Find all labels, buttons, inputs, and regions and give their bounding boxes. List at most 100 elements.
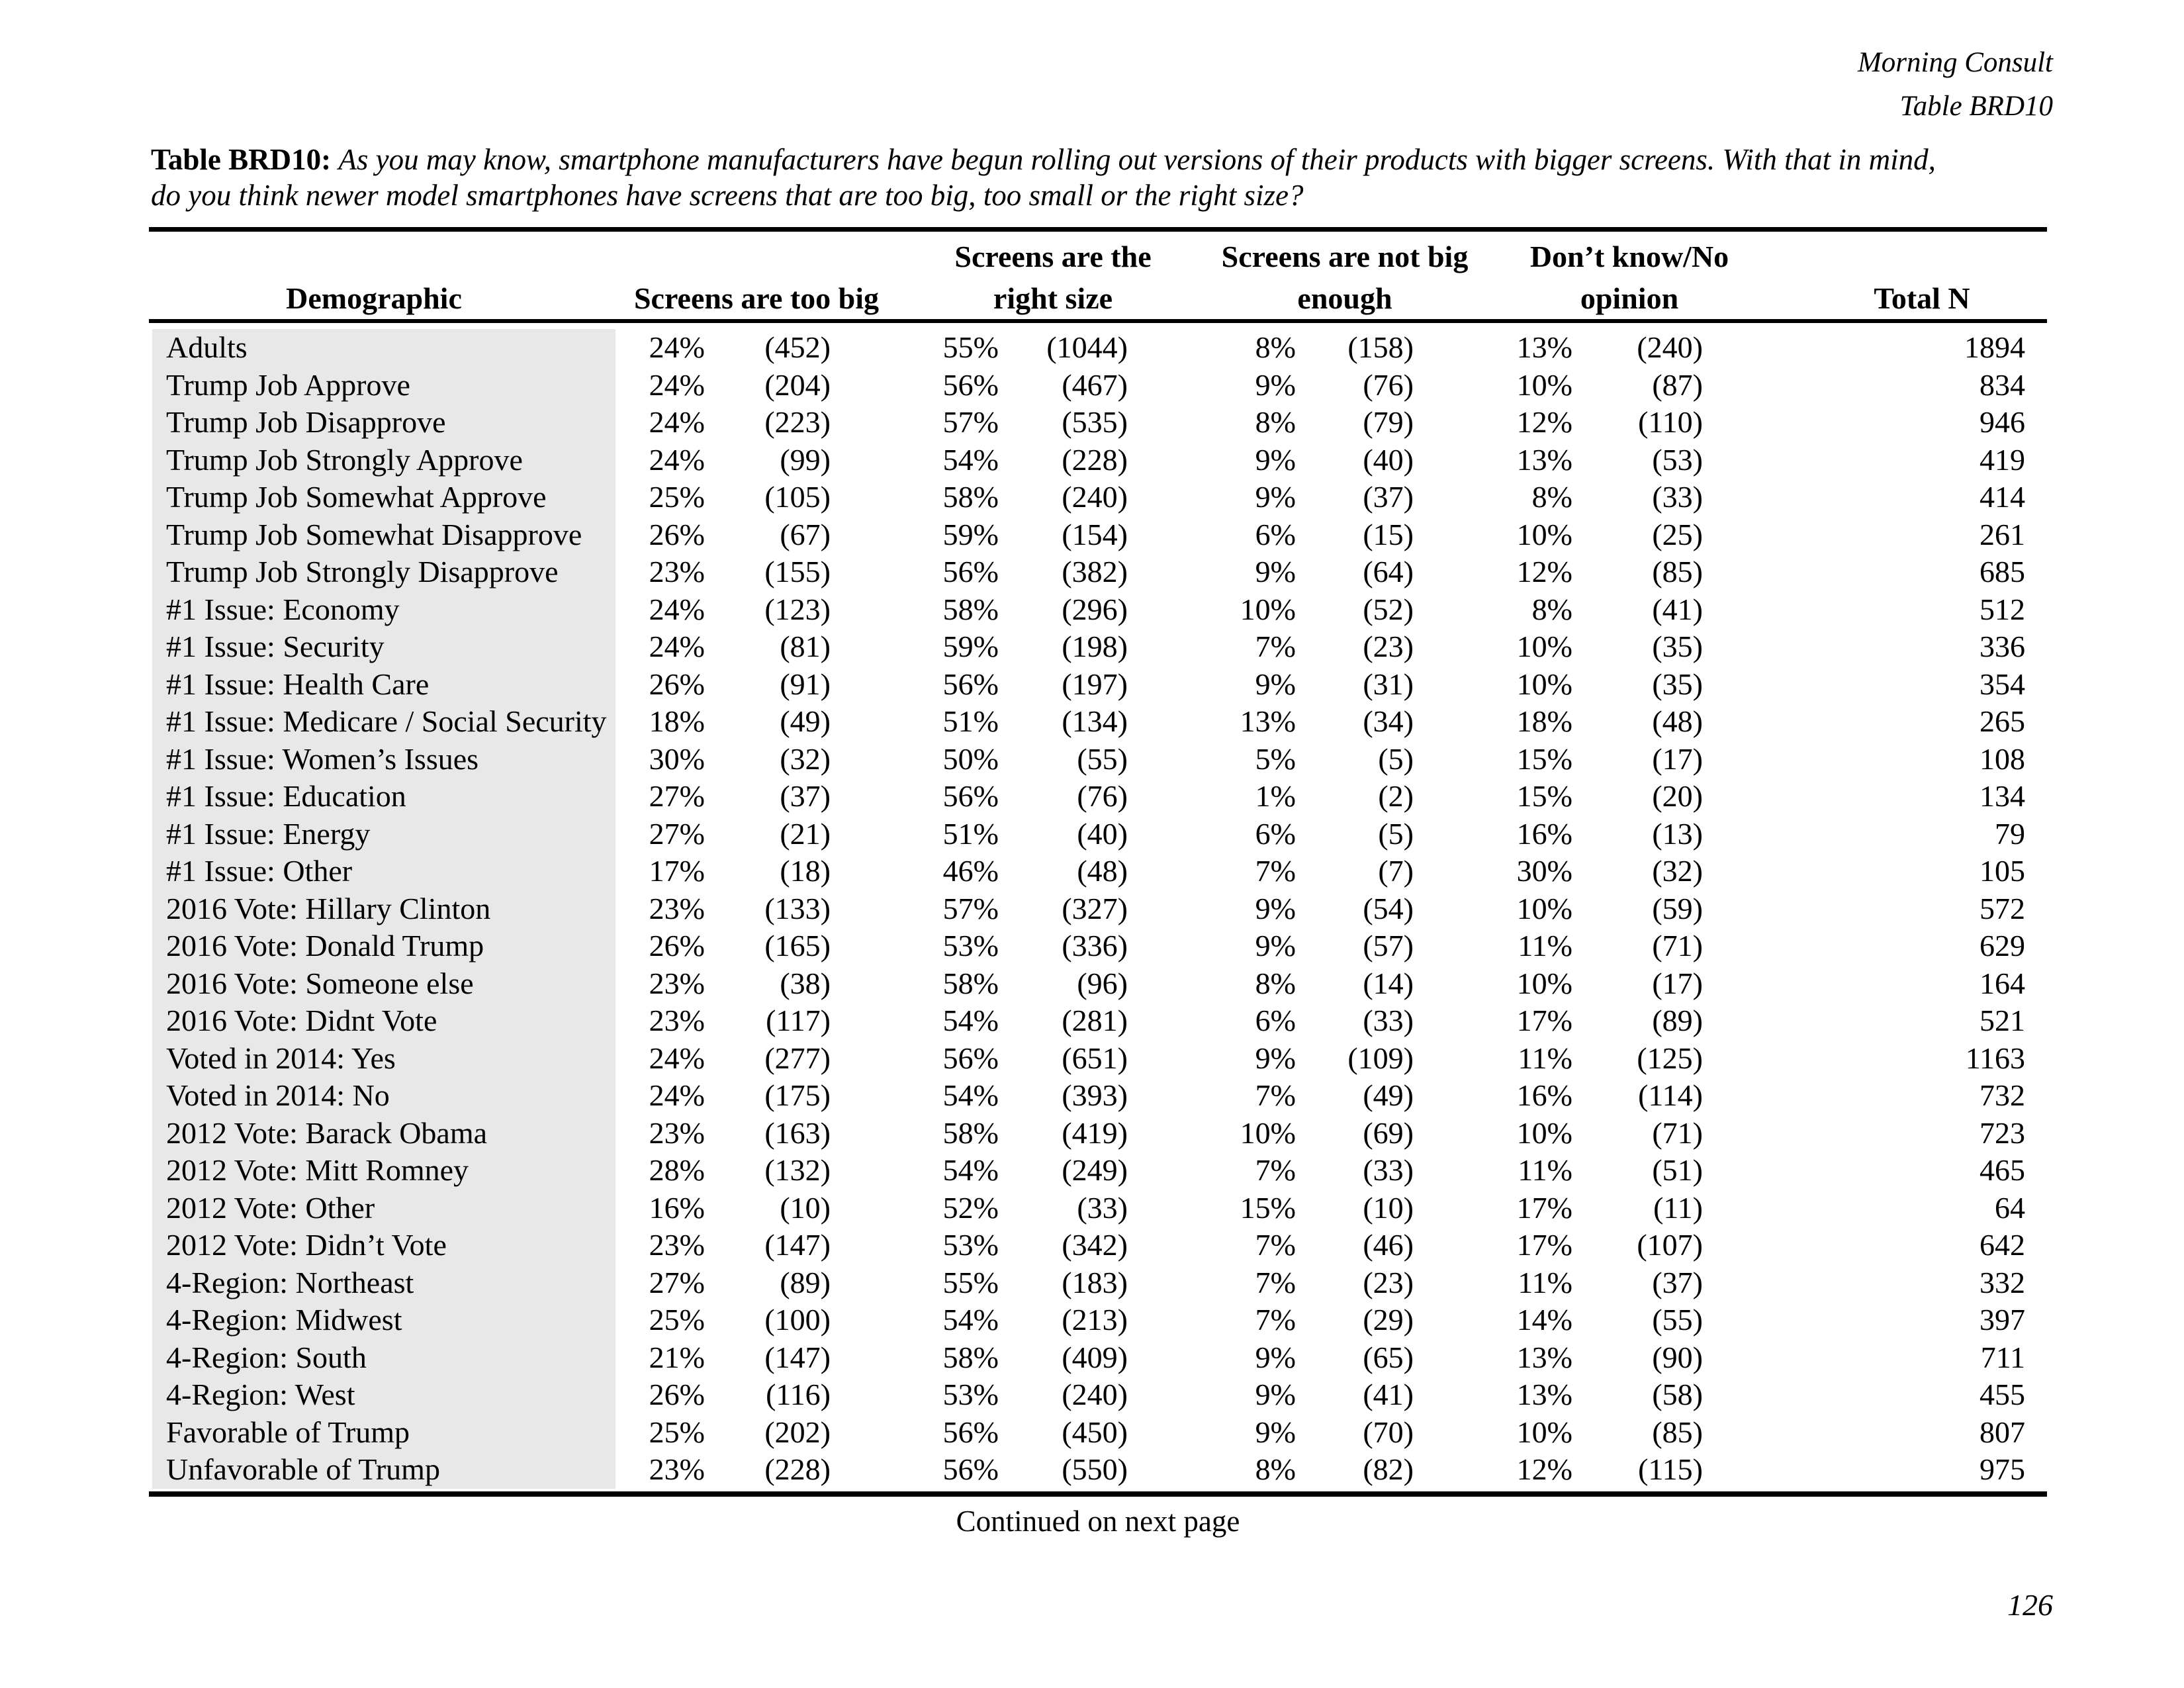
table-row: Voted in 2014: Yes 24% (277) 56% (651) 9% (109… — [149, 1040, 2047, 1078]
table-row: 2016 Vote: Hillary Clinton 23% (133) 57% (32… — [149, 890, 2047, 928]
demographic-column-shading — [152, 329, 615, 1489]
row-label: 2016 Vote: Donald Trump — [166, 929, 484, 962]
right-size-pct: 52% — [942, 1190, 999, 1225]
table-row: Trump Job Strongly Disapprove 23% (155) 56%… — [149, 553, 2047, 591]
right-size-count: (651) — [1062, 1041, 1128, 1075]
not-big-count: (57) — [1363, 929, 1414, 962]
table-row: Adults 24% (452) 55% (1044) 8% (158) 13% (240) 18… — [149, 329, 2047, 367]
dont-know-pct: 17% — [1516, 1190, 1572, 1225]
right-size-pct: 58% — [942, 592, 999, 626]
row-label: Trump Job Somewhat Disapprove — [166, 517, 582, 551]
not-big-count: (40) — [1363, 442, 1414, 477]
not-big-pct: 13% — [1240, 704, 1296, 738]
table-row: #1 Issue: Other 17% (18) 46% (48) 7% (7) 30% (32… — [149, 853, 2047, 890]
too-big-pct: 16% — [649, 1190, 705, 1225]
right-size-pct: 54% — [942, 1303, 999, 1336]
right-size-count: (327) — [1062, 891, 1128, 925]
too-big-count: (116) — [766, 1378, 831, 1411]
column-header-screens-not-big-enough: Screens are not big enough — [1222, 236, 1469, 319]
right-size-count: (342) — [1062, 1228, 1128, 1262]
right-size-count: (154) — [1062, 517, 1128, 551]
right-size-count: (33) — [1077, 1190, 1128, 1225]
too-big-count: (91) — [780, 667, 831, 701]
dont-know-pct: 16% — [1516, 1078, 1572, 1112]
not-big-pct: 8% — [1255, 966, 1296, 1000]
page-number: 126 — [2007, 1588, 2053, 1622]
right-size-pct: 58% — [942, 1115, 999, 1150]
too-big-pct: 24% — [649, 1041, 705, 1075]
dont-know-count: (114) — [1638, 1078, 1703, 1112]
dont-know-count: (125) — [1637, 1041, 1703, 1075]
right-size-pct: 54% — [942, 1004, 999, 1037]
not-big-pct: 9% — [1255, 929, 1296, 962]
too-big-count: (147) — [764, 1228, 831, 1262]
too-big-count: (223) — [764, 405, 831, 439]
right-size-pct: 59% — [942, 630, 999, 663]
total-n: 685 — [1979, 555, 2025, 588]
not-big-pct: 1% — [1255, 779, 1296, 813]
right-size-count: (134) — [1062, 704, 1128, 738]
table-top-rule — [149, 227, 2047, 232]
dont-know-pct: 30% — [1516, 854, 1572, 888]
row-label: 2016 Vote: Someone else — [166, 966, 474, 1000]
not-big-pct: 10% — [1240, 1115, 1296, 1150]
dont-know-count: (71) — [1652, 1115, 1703, 1150]
total-n: 521 — [1979, 1004, 2025, 1037]
right-size-pct: 56% — [942, 367, 999, 402]
right-size-count: (535) — [1062, 405, 1128, 439]
dont-know-pct: 12% — [1516, 555, 1572, 588]
total-n: 79 — [1995, 816, 2025, 851]
dont-know-pct: 10% — [1516, 367, 1572, 402]
right-size-pct: 51% — [942, 816, 999, 851]
header-line: enough — [1297, 281, 1392, 315]
dont-know-count: (33) — [1652, 480, 1703, 514]
table-row: #1 Issue: Women’s Issues 30% (32) 50% (55) 5%… — [149, 741, 2047, 778]
row-label: #1 Issue: Other — [166, 854, 353, 888]
too-big-count: (67) — [780, 517, 831, 551]
dont-know-count: (17) — [1652, 966, 1703, 1000]
not-big-count: (33) — [1363, 1153, 1414, 1187]
right-size-count: (450) — [1062, 1415, 1128, 1449]
row-label: #1 Issue: Security — [166, 630, 385, 663]
right-size-pct: 56% — [942, 1415, 999, 1449]
too-big-pct: 23% — [649, 1004, 705, 1037]
too-big-pct: 30% — [649, 741, 705, 776]
right-size-count: (296) — [1062, 592, 1128, 626]
too-big-pct: 23% — [649, 1115, 705, 1150]
row-label: 2016 Vote: Didnt Vote — [166, 1004, 437, 1037]
total-n: 64 — [1995, 1190, 2025, 1225]
right-size-count: (467) — [1062, 367, 1128, 402]
total-n: 261 — [1979, 517, 2025, 551]
total-n: 108 — [1979, 741, 2025, 776]
right-size-count: (76) — [1077, 779, 1128, 813]
not-big-pct: 9% — [1255, 555, 1296, 588]
row-label: 2012 Vote: Barack Obama — [166, 1115, 488, 1150]
dont-know-pct: 11% — [1518, 929, 1572, 962]
row-label: 2016 Vote: Hillary Clinton — [166, 891, 491, 925]
table-row: #1 Issue: Economy 24% (123) 58% (296) 10% (52)… — [149, 591, 2047, 629]
right-size-pct: 56% — [942, 1041, 999, 1075]
dont-know-pct: 10% — [1516, 1115, 1572, 1150]
not-big-pct: 9% — [1255, 480, 1296, 514]
total-n: 975 — [1979, 1452, 2025, 1486]
total-n: 946 — [1979, 405, 2025, 439]
dont-know-pct: 13% — [1516, 1378, 1572, 1411]
too-big-pct: 26% — [649, 929, 705, 962]
dont-know-pct: 15% — [1516, 779, 1572, 813]
row-label: 2012 Vote: Mitt Romney — [166, 1153, 469, 1187]
too-big-pct: 25% — [649, 480, 705, 514]
too-big-pct: 27% — [649, 779, 705, 813]
not-big-count: (64) — [1363, 555, 1414, 588]
header-line: opinion — [1580, 281, 1679, 315]
too-big-count: (133) — [764, 891, 831, 925]
table-row: #1 Issue: Energy 27% (21) 51% (40) 6% (5) 16% (1… — [149, 816, 2047, 853]
not-big-pct: 9% — [1255, 442, 1296, 477]
too-big-pct: 26% — [649, 517, 705, 551]
dont-know-count: (240) — [1637, 330, 1703, 364]
total-n: 572 — [1979, 891, 2025, 925]
table-row: Trump Job Disapprove 24% (223) 57% (535) 8% (7… — [149, 404, 2047, 442]
dont-know-count: (107) — [1637, 1228, 1703, 1262]
not-big-pct: 8% — [1255, 330, 1296, 364]
not-big-count: (7) — [1378, 854, 1414, 888]
